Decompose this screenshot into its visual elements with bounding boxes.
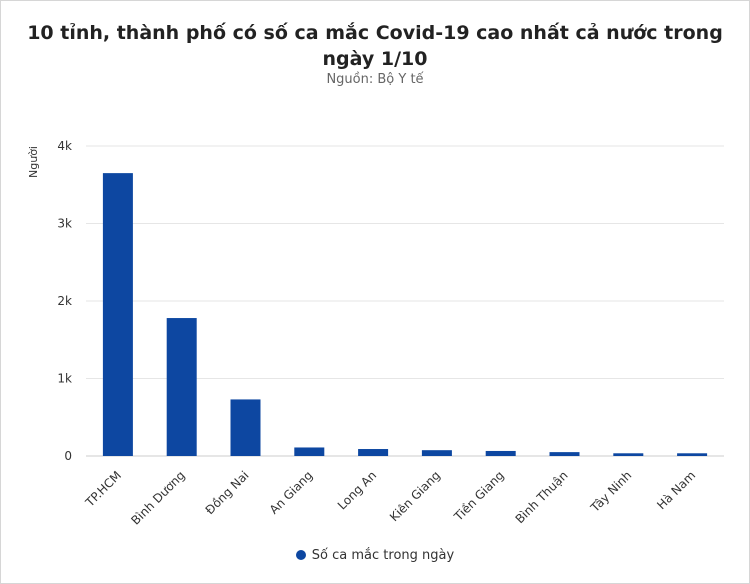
y-axis-ticks: 0 1k 2k 3k 4k <box>57 139 72 463</box>
bar[interactable] <box>102 173 133 456</box>
bar[interactable] <box>613 453 644 456</box>
y-tick-label: 1k <box>57 372 72 386</box>
y-axis-label: Người <box>27 146 40 178</box>
legend[interactable]: Số ca mắc trong ngày <box>0 548 750 563</box>
bar[interactable] <box>358 449 389 456</box>
legend-swatch <box>295 549 306 560</box>
x-tick-label: An Giang <box>267 468 316 517</box>
y-tick-label: 2k <box>57 294 72 308</box>
bars <box>102 173 708 456</box>
y-tick-label: 3k <box>57 217 72 231</box>
legend-label: Số ca mắc trong ngày <box>311 548 455 563</box>
bar[interactable] <box>421 450 452 456</box>
x-tick-label: Đồng Nai <box>203 468 252 517</box>
x-axis-ticks: TP.HCM Bình Dương Đồng Nai An Giang Long An K… <box>82 468 698 527</box>
x-tick-label: Bình Thuận <box>513 468 571 526</box>
x-tick-label: Kiên Giang <box>387 468 443 524</box>
bar[interactable] <box>166 318 197 456</box>
y-tick-label: 4k <box>57 139 72 153</box>
x-tick-label: Tây Ninh <box>587 468 634 515</box>
y-tick-label: 0 <box>64 449 72 463</box>
x-tick-label: Hà Nam <box>654 468 698 512</box>
x-tick-label: TP.HCM <box>82 468 124 510</box>
bar[interactable] <box>485 450 516 456</box>
x-tick-label: Bình Dương <box>128 468 187 527</box>
chart-title: 10 tỉnh, thành phố có số ca mắc Covid-19… <box>27 22 723 70</box>
bar[interactable] <box>549 452 580 456</box>
bar[interactable] <box>230 399 261 456</box>
bar[interactable] <box>294 447 325 456</box>
x-tick-label: Long An <box>335 468 379 512</box>
bar[interactable] <box>677 453 708 456</box>
chart-subtitle: Nguồn: Bộ Y tế <box>326 72 424 87</box>
x-tick-label: Tiền Giang <box>451 468 507 524</box>
